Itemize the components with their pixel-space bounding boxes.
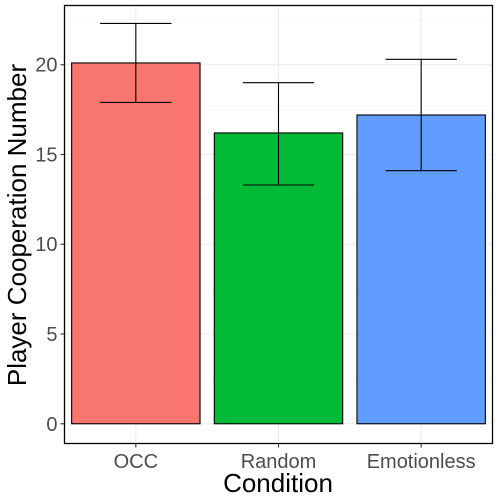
error-bars [100,22,457,186]
y-tick-label: 10 [35,234,57,256]
x-tick-label: Emotionless [367,451,476,473]
y-tick-label: 0 [46,414,57,436]
error-bar-occ [100,22,172,103]
y-axis: 0 5 10 15 20 [35,55,65,436]
x-axis: OCC Random Emotionless [114,443,476,473]
x-tick-label: Random [241,451,317,473]
error-bar-emotionless [385,58,457,172]
x-axis-title: Condition [223,468,333,498]
y-tick-label: 5 [46,324,57,346]
bar-occ [71,62,201,425]
y-tick-label: 15 [35,144,57,166]
y-axis-title: Player Cooperation Number [2,64,32,387]
error-bar-random [242,82,315,186]
x-tick-label: OCC [114,451,158,473]
y-tick-label: 20 [35,55,57,77]
